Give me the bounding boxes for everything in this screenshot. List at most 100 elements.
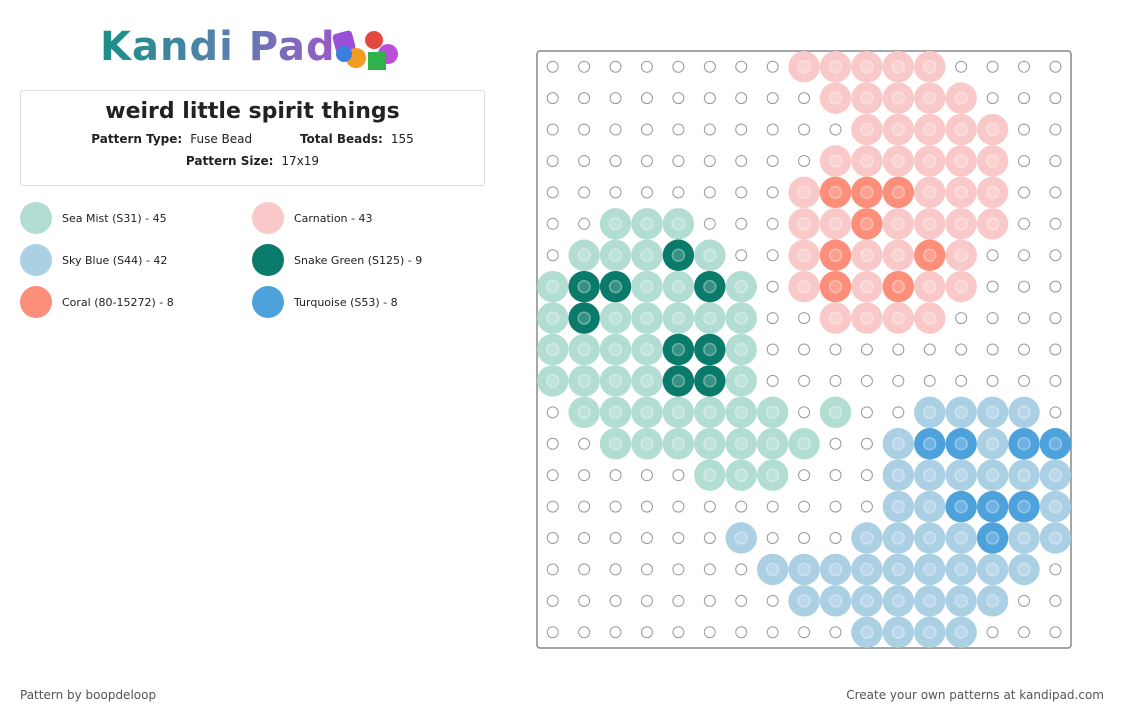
bead-hole <box>860 311 874 325</box>
empty-peg <box>829 469 842 482</box>
bead <box>631 396 663 429</box>
empty-peg <box>609 186 622 199</box>
bead <box>788 239 820 271</box>
bead <box>851 176 883 209</box>
bead <box>851 113 883 146</box>
bead-hole <box>891 248 906 262</box>
empty-peg <box>578 186 591 199</box>
empty-peg <box>609 563 622 576</box>
empty-peg <box>766 92 779 105</box>
bead <box>882 176 915 209</box>
bead-hole <box>797 594 811 608</box>
empty-peg <box>892 343 905 356</box>
empty-peg <box>923 343 936 356</box>
bead-hole <box>985 217 1000 231</box>
meta-value: 17x19 <box>281 154 320 168</box>
meta-label: Pattern Type: <box>91 132 183 146</box>
bead-hole <box>860 625 874 640</box>
bead-hole <box>923 499 937 514</box>
empty-peg <box>860 374 873 387</box>
bead-hole <box>923 437 937 451</box>
bead-hole <box>671 374 686 388</box>
empty-peg <box>923 374 936 387</box>
bead <box>914 459 946 491</box>
bead <box>568 270 600 303</box>
bead <box>819 51 852 83</box>
bead-hole <box>671 437 686 451</box>
empty-peg <box>735 60 748 73</box>
bead <box>976 553 1009 586</box>
bead <box>599 239 632 271</box>
bead-hole <box>640 437 654 451</box>
bead-hole <box>891 217 906 231</box>
bead-hole <box>703 248 717 262</box>
empty-peg <box>578 500 591 513</box>
bead-hole <box>828 594 843 608</box>
bead <box>568 365 600 397</box>
bead-hole <box>891 279 906 294</box>
bead-hole <box>891 91 906 105</box>
empty-peg <box>766 500 779 513</box>
bead <box>631 333 663 366</box>
empty-peg <box>735 500 748 513</box>
footer-link[interactable]: Create your own patterns at kandipad.com <box>846 688 1104 702</box>
bead <box>851 553 883 586</box>
empty-peg <box>609 60 622 73</box>
empty-peg <box>672 594 685 607</box>
bead-hole <box>860 531 874 545</box>
empty-peg <box>798 343 811 356</box>
bead-hole <box>577 374 591 388</box>
bead <box>851 616 883 648</box>
bead-hole <box>1017 562 1031 577</box>
bead-hole <box>891 562 906 577</box>
bead-hole <box>1048 499 1063 514</box>
empty-peg <box>1049 92 1062 105</box>
bead-hole <box>891 154 906 168</box>
bead <box>694 365 726 397</box>
bead <box>882 302 915 334</box>
empty-peg <box>860 437 873 450</box>
bead <box>1039 459 1072 491</box>
bead <box>725 459 757 491</box>
legend-label: Sky Blue (S44) - 42 <box>62 253 168 267</box>
bead <box>914 239 946 271</box>
empty-peg <box>766 60 779 73</box>
bead-hole <box>640 311 654 325</box>
empty-peg <box>546 437 559 450</box>
empty-peg <box>798 92 811 105</box>
empty-peg <box>609 532 622 545</box>
bead <box>788 585 820 617</box>
bead-hole <box>545 279 560 294</box>
bead-hole <box>640 405 654 420</box>
empty-peg <box>735 123 748 136</box>
empty-peg <box>1018 60 1031 73</box>
bead-hole <box>608 217 623 231</box>
bead-hole <box>954 185 968 200</box>
empty-peg <box>703 60 716 73</box>
empty-peg <box>798 500 811 513</box>
empty-peg <box>986 626 999 639</box>
empty-peg <box>766 154 779 167</box>
bead-hole <box>923 531 937 545</box>
empty-peg <box>609 92 622 105</box>
legend-item: Carnation - 43 <box>252 202 373 234</box>
bead-hole <box>608 248 623 262</box>
empty-peg <box>1049 60 1062 73</box>
logo[interactable]: Kandi Pad <box>100 24 336 70</box>
bead <box>662 208 695 240</box>
empty-peg <box>986 92 999 105</box>
bead-hole <box>954 248 968 262</box>
empty-peg <box>1018 312 1031 325</box>
bead <box>882 616 915 648</box>
bead <box>599 302 632 334</box>
bead <box>756 396 789 429</box>
bead <box>631 208 663 240</box>
meta-value: 155 <box>390 132 414 146</box>
empty-peg <box>860 343 873 356</box>
bead-hole <box>860 217 874 231</box>
bead <box>662 428 695 460</box>
bead <box>819 270 852 303</box>
bead-hole <box>985 468 1000 482</box>
empty-peg <box>1049 626 1062 639</box>
bead <box>662 302 695 334</box>
